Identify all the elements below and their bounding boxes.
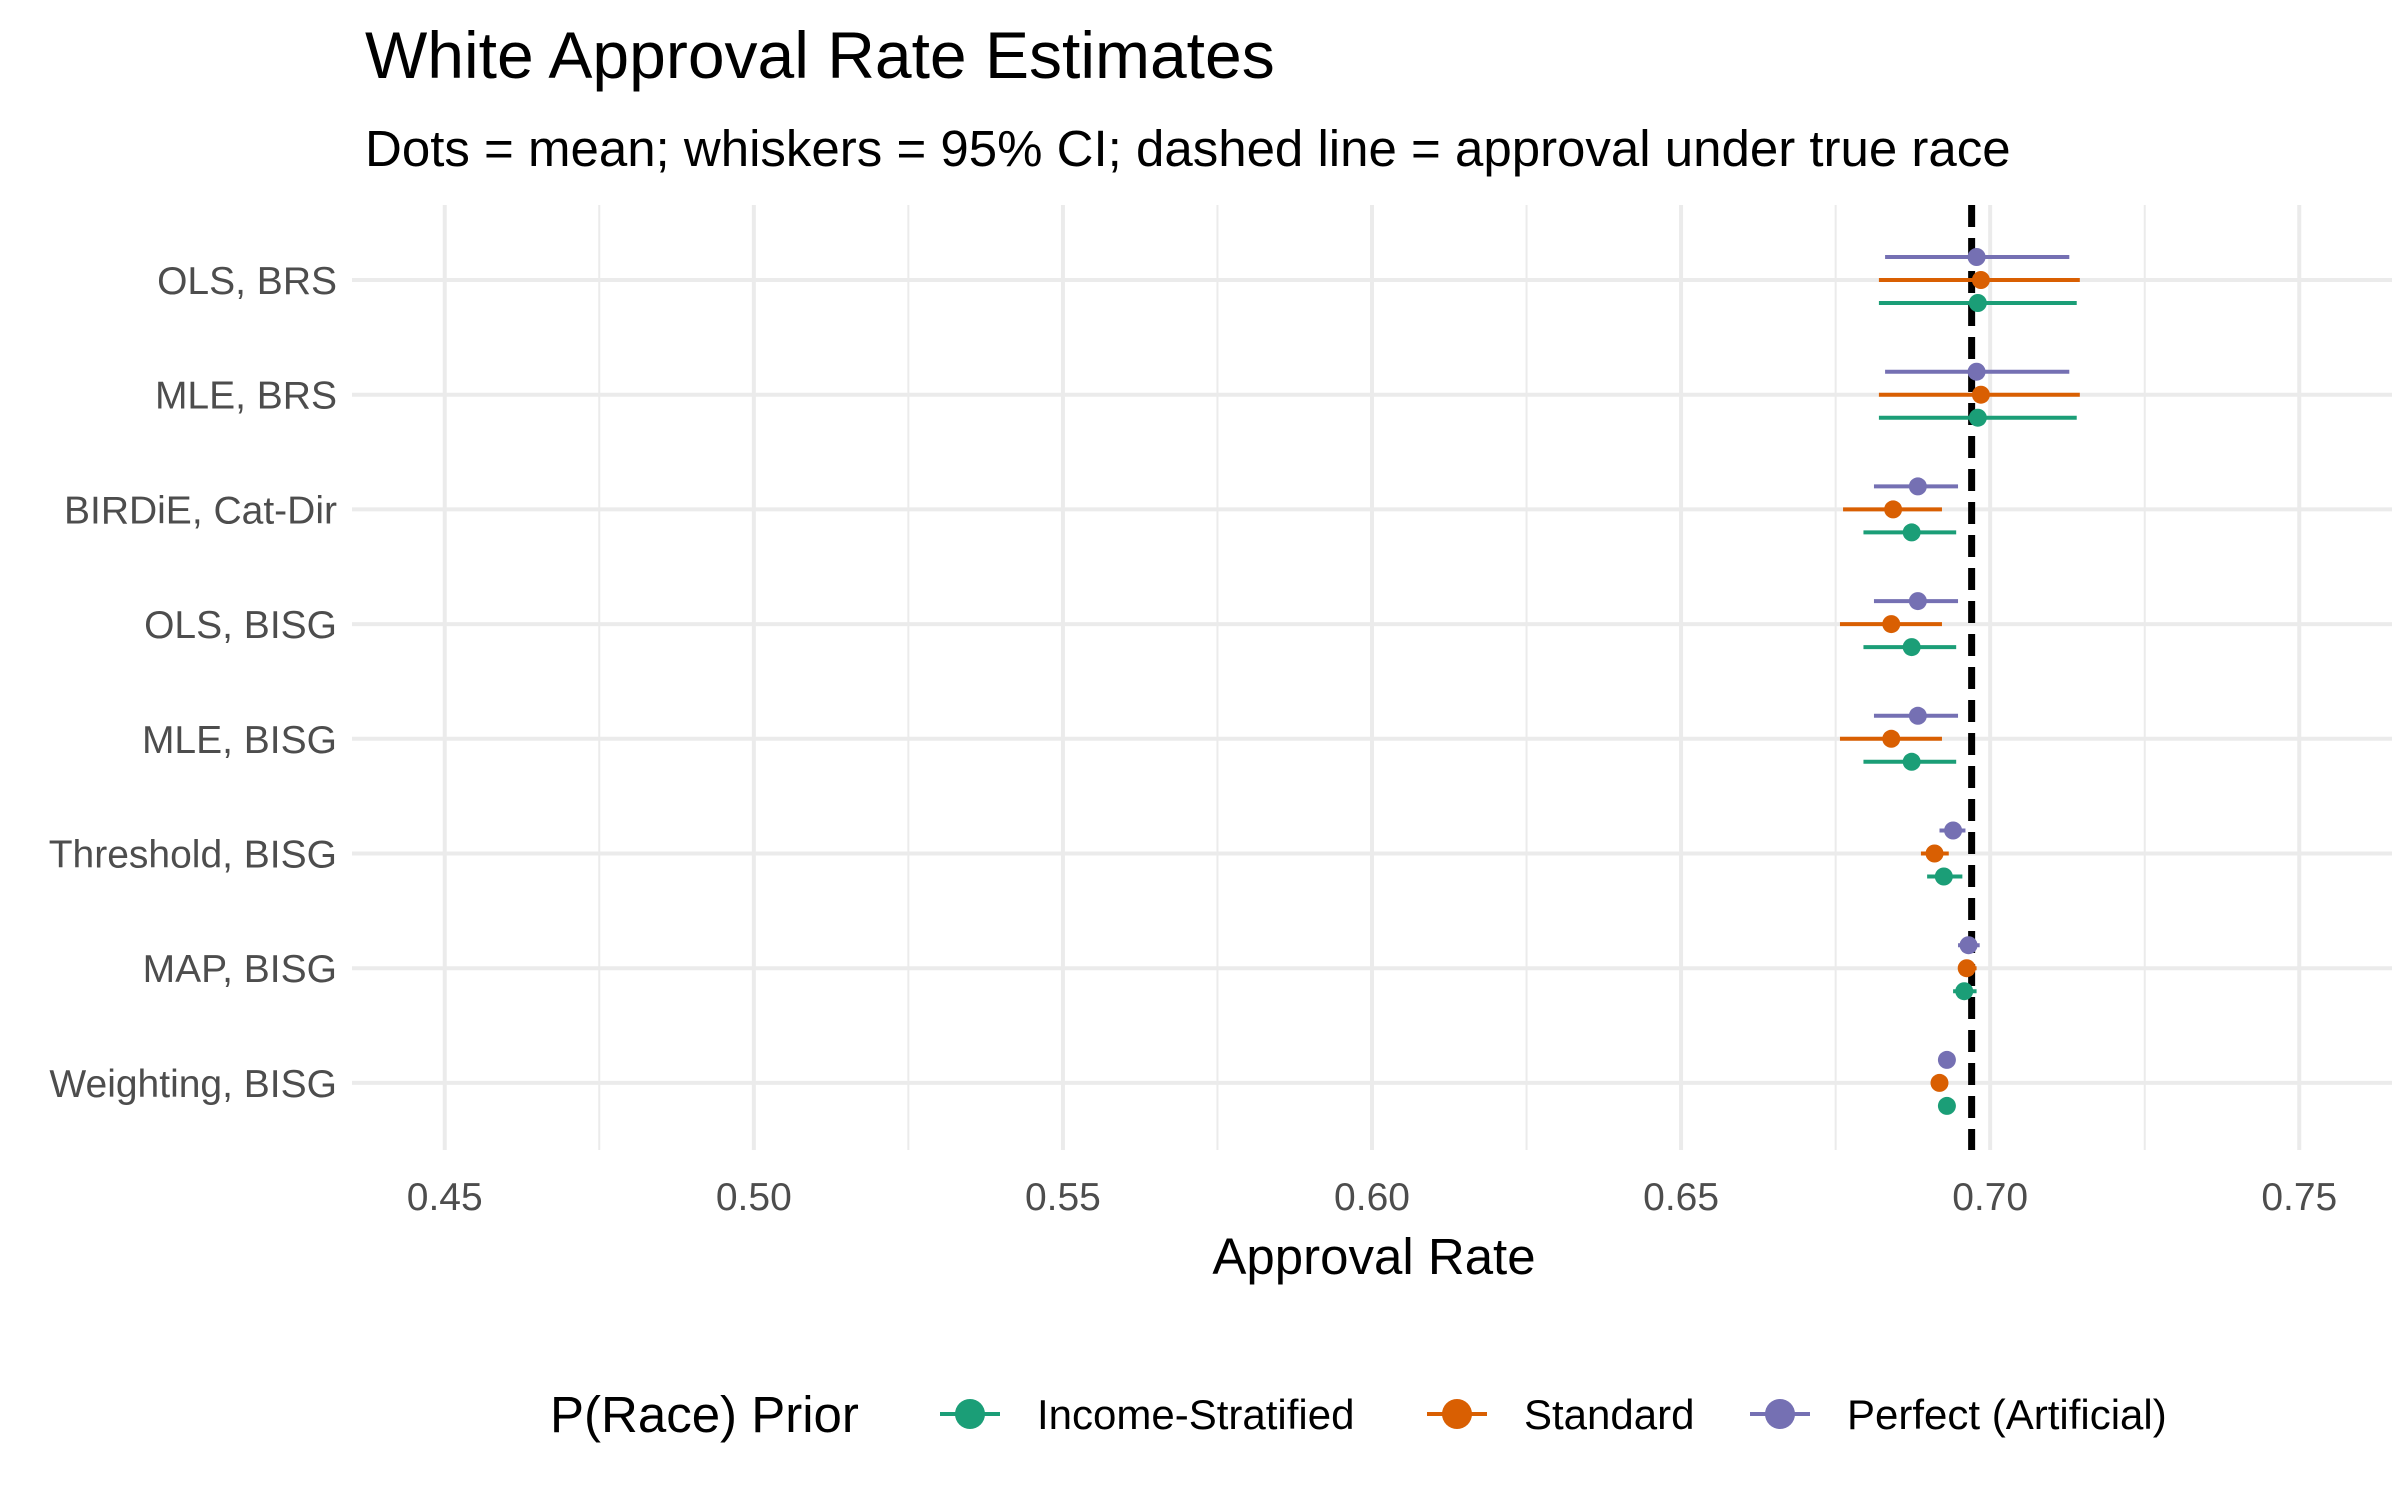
mean-point	[1968, 294, 1987, 312]
series-group	[1839, 271, 2080, 1092]
legend-item: Perfect (Artificial)	[1750, 1391, 2167, 1438]
x-tick-label: 0.50	[716, 1176, 792, 1219]
x-tick-labels: 0.45 0.50 0.55 0.60 0.65 0.70 0.75	[407, 1176, 2337, 1219]
x-tick-label: 0.65	[1643, 1176, 1719, 1219]
y-tick-label: OLS, BRS	[157, 260, 337, 303]
chart-title: White Approval Rate Estimates	[365, 18, 1275, 92]
mean-point	[1957, 959, 1976, 978]
series-group	[1873, 248, 2070, 1069]
mean-point	[1882, 615, 1901, 634]
legend-title: P(Race) Prior	[550, 1386, 859, 1443]
series-group	[1863, 294, 2077, 1115]
y-tick-label: Threshold, BISG	[49, 834, 337, 877]
legend-item: Income-Stratified	[940, 1391, 1354, 1438]
y-tick-label: MLE, BISG	[142, 719, 337, 762]
mean-point	[1968, 408, 1987, 427]
mean-point	[1967, 248, 1986, 266]
legend-items: Income-Stratified Standard Perfect (Artifi…	[940, 1391, 2167, 1438]
y-tick-label: BIRDiE, Cat-Dir	[64, 489, 337, 532]
y-tick-label: MAP, BISG	[143, 948, 337, 991]
mean-point	[1908, 477, 1927, 496]
mean-point	[1934, 867, 1953, 886]
y-tick-label: OLS, BISG	[144, 604, 337, 647]
mean-point	[1882, 729, 1901, 748]
mean-point	[1955, 982, 1974, 1001]
mean-point	[1937, 1050, 1956, 1069]
legend-label: Income-Stratified	[1037, 1391, 1354, 1438]
mean-point	[1967, 362, 1986, 381]
x-tick-label: 0.60	[1334, 1176, 1410, 1219]
x-axis-label: Approval Rate	[1212, 1228, 1535, 1285]
mean-point	[1908, 706, 1927, 725]
legend-key-point	[1442, 1399, 1472, 1429]
legend-label: Standard	[1524, 1391, 1694, 1438]
chart-subtitle: Dots = mean; whiskers = 95% CI; dashed l…	[365, 120, 2011, 177]
mean-point	[1944, 821, 1963, 840]
mean-point	[1908, 592, 1927, 611]
y-tick-labels: OLS, BRS MLE, BRS BIRDiE, Cat-Dir OLS, BISG…	[49, 260, 337, 1106]
mean-point	[1959, 936, 1978, 955]
legend-key-point	[955, 1399, 985, 1429]
data-marks	[1839, 248, 2080, 1115]
y-tick-label: Weighting, BISG	[49, 1063, 337, 1106]
y-tick-label: MLE, BRS	[155, 375, 337, 418]
x-tick-label: 0.45	[407, 1176, 483, 1219]
legend-key-point	[1765, 1399, 1795, 1429]
mean-point	[1902, 523, 1921, 542]
mean-point	[1925, 844, 1944, 863]
x-tick-label: 0.75	[2261, 1176, 2337, 1219]
legend: P(Race) Prior Income-Stratified Standard P…	[550, 1386, 2167, 1443]
mean-point	[1937, 1096, 1956, 1115]
x-tick-label: 0.70	[1952, 1176, 2028, 1219]
mean-point	[1971, 385, 1990, 404]
mean-point	[1902, 752, 1921, 771]
mean-point	[1930, 1073, 1949, 1092]
mean-point	[1971, 271, 1990, 289]
mean-point	[1902, 638, 1921, 657]
mean-point	[1884, 500, 1903, 519]
x-tick-label: 0.55	[1025, 1176, 1101, 1219]
legend-label: Perfect (Artificial)	[1847, 1391, 2167, 1438]
legend-item: Standard	[1427, 1391, 1694, 1438]
